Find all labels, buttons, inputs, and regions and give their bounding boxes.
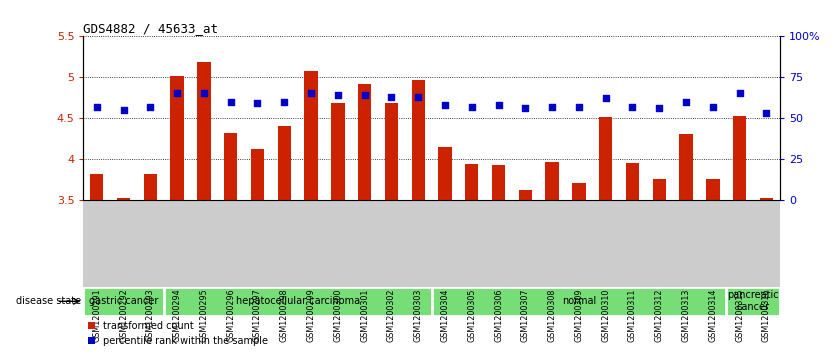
Bar [170,76,183,200]
Bar [278,126,291,200]
Bar [519,190,532,200]
Text: pancreatic
cancer: pancreatic cancer [727,290,779,312]
Bar [572,183,585,200]
Point [224,99,238,105]
Bar [545,162,559,200]
Bar [760,198,773,200]
Bar [726,287,780,316]
Bar [83,287,163,316]
Point [519,105,532,111]
Legend: transformed count, percentile rank within the sample: transformed count, percentile rank withi… [88,321,268,346]
Bar [384,103,398,200]
Bar [492,166,505,200]
Text: hepatocellular carcinoma: hepatocellular carcinoma [236,296,359,306]
Point [143,104,157,110]
Point [170,91,183,97]
Bar [304,70,318,200]
Point [358,92,371,98]
Bar [626,163,639,200]
Bar [90,174,103,200]
Bar [733,117,746,200]
Point [117,107,130,113]
Point [680,99,693,105]
Point [411,94,425,100]
Bar [251,149,264,200]
Bar [706,179,720,200]
Point [198,91,211,97]
Bar [432,287,726,316]
Point [251,100,264,106]
Point [465,104,479,110]
Bar [331,103,344,200]
Text: gastric cancer: gastric cancer [89,296,158,306]
Bar [117,198,130,200]
Bar [652,179,666,200]
Point [278,99,291,105]
Point [626,104,639,110]
Point [304,91,318,97]
Point [384,94,398,100]
Point [706,104,720,110]
Point [572,104,585,110]
Point [760,110,773,116]
Point [733,91,746,97]
Bar [411,79,425,200]
Bar [465,164,479,200]
Text: GDS4882 / 45633_at: GDS4882 / 45633_at [83,22,219,35]
Point [652,105,666,111]
Text: disease state: disease state [16,296,81,306]
Point [331,92,344,98]
Point [599,95,612,101]
Text: normal: normal [562,296,596,306]
Point [545,104,559,110]
Point [492,102,505,108]
Bar [143,174,157,200]
Point [439,102,452,108]
Bar [224,132,238,200]
Bar [358,84,371,200]
Bar [197,62,211,200]
Bar [680,134,693,200]
Bar [439,147,452,200]
Bar [599,117,612,200]
Point [90,104,103,110]
Bar [163,287,432,316]
